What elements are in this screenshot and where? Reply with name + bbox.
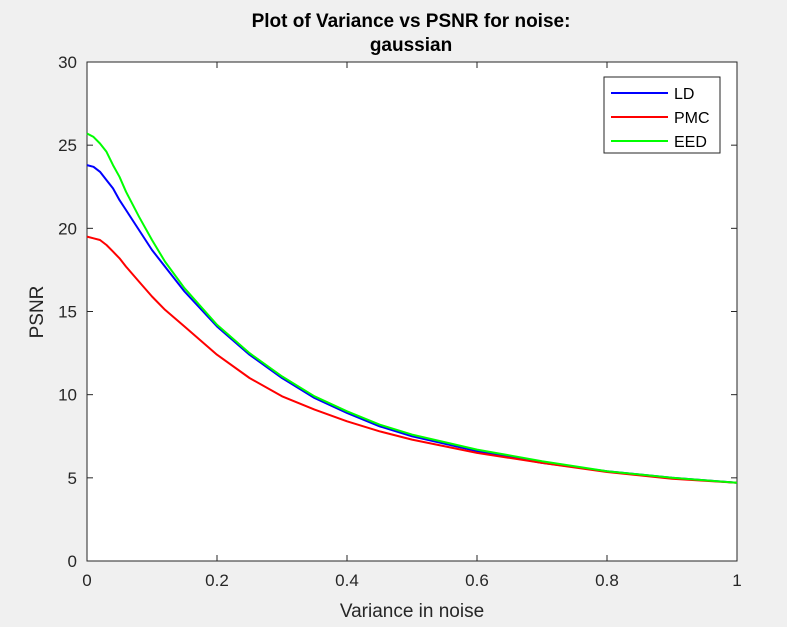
- series-line-pmc: [86, 235, 738, 484]
- y-tick-label: 25: [58, 136, 77, 155]
- x-axis: 0 0.2 0.4 0.6 0.8 1: [82, 62, 742, 590]
- y-tick-label: 30: [58, 53, 77, 72]
- legend-label-eed: EED: [674, 134, 707, 151]
- legend: LD PMC EED: [603, 76, 721, 154]
- y-axis-label: PSNR: [27, 286, 48, 339]
- series-line-ld: [86, 164, 738, 484]
- series-lines: [86, 132, 738, 484]
- y-tick-label: 20: [58, 219, 77, 238]
- y-tick-label: 5: [68, 469, 77, 488]
- y-axis: 0 5 10 15 20 25 30: [58, 53, 737, 571]
- x-axis-label: Variance in noise: [340, 601, 484, 622]
- y-tick-label: 10: [58, 386, 77, 405]
- legend-label-ld: LD: [674, 86, 694, 103]
- series-line-eed: [86, 132, 738, 484]
- x-tick-label: 0.4: [335, 571, 359, 590]
- y-tick-label: 15: [58, 303, 77, 322]
- x-tick-label: 0.2: [205, 571, 229, 590]
- x-tick-label: 0.8: [595, 571, 619, 590]
- x-tick-label: 0.6: [465, 571, 489, 590]
- chart-title-line-1: Plot of Variance vs PSNR for noise:: [252, 11, 571, 32]
- y-tick-label: 0: [68, 552, 77, 571]
- legend-label-pmc: PMC: [674, 110, 710, 127]
- chart-title-line-2: gaussian: [370, 35, 452, 56]
- x-tick-label: 1: [732, 571, 741, 590]
- x-tick-label: 0: [82, 571, 91, 590]
